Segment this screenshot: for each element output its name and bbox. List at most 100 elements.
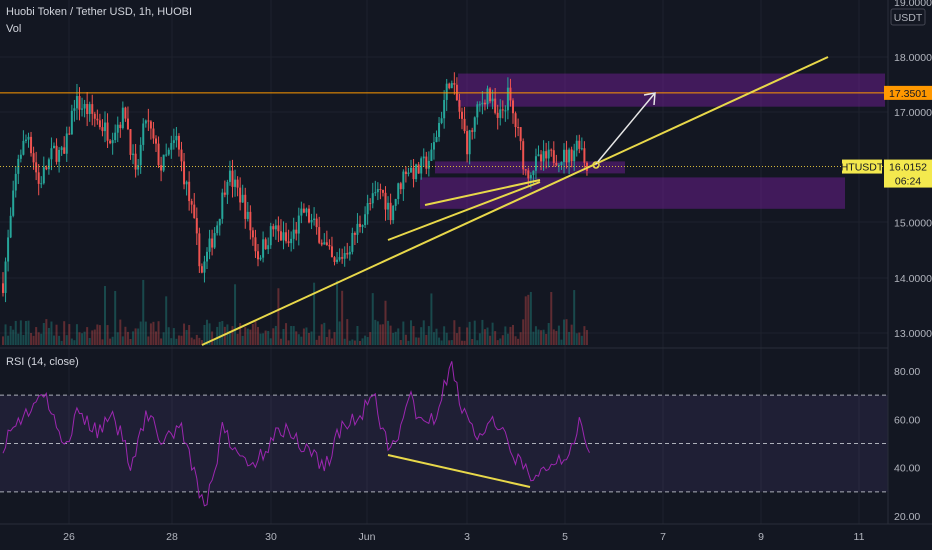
volume-bar xyxy=(137,328,140,345)
candle-body xyxy=(228,170,231,182)
candle-body xyxy=(461,111,463,119)
volume-bar xyxy=(318,335,321,345)
volume-bar xyxy=(481,319,484,345)
candle-body xyxy=(142,123,145,145)
candle-body xyxy=(489,88,492,102)
candle-body xyxy=(259,257,262,260)
candle-body xyxy=(522,141,525,170)
candle-body xyxy=(310,219,313,223)
candle-body xyxy=(468,130,471,155)
candle-body xyxy=(435,136,438,143)
volume-bar xyxy=(519,332,522,345)
candle-body xyxy=(58,149,61,162)
volume-bar xyxy=(274,325,277,345)
candle-body xyxy=(165,154,168,156)
candle-body xyxy=(167,149,170,155)
candle-body xyxy=(404,171,407,175)
volume-bar xyxy=(376,321,379,345)
volume-bar xyxy=(537,329,540,345)
volume-bar xyxy=(228,330,231,345)
candle-body xyxy=(524,169,527,171)
volume-bar xyxy=(466,327,469,345)
price-tick-label: 13.0000 xyxy=(894,328,932,340)
volume-bar xyxy=(308,332,310,345)
candle-body xyxy=(274,225,277,230)
candle-body xyxy=(193,204,196,219)
candles xyxy=(2,72,588,303)
volume-bar xyxy=(241,335,244,345)
candle-body xyxy=(172,140,175,143)
volume-legend[interactable]: Vol xyxy=(6,23,22,35)
volume-bar xyxy=(338,321,341,345)
candle-body xyxy=(366,203,369,215)
volume-bar xyxy=(160,338,163,345)
candle-body xyxy=(512,100,514,114)
candle-body xyxy=(514,113,517,128)
rsi-axis[interactable]: 80.00 60.00 40.00 20.00 xyxy=(894,366,920,523)
price-axis[interactable]: 19.0000 18.0000 17.0000 15.0000 14.0000 13.00… xyxy=(894,0,932,340)
volume-bar xyxy=(267,330,270,345)
volume-bar xyxy=(491,322,494,345)
candle-body xyxy=(494,98,497,113)
volume-bar xyxy=(443,326,446,345)
volume-bar xyxy=(435,328,438,345)
volume-bar xyxy=(246,328,249,345)
volume-bar xyxy=(320,324,323,345)
candle-body xyxy=(185,181,188,185)
candle-body xyxy=(32,153,35,163)
candle-body xyxy=(348,251,351,255)
chart-title[interactable]: Huobi Token / Tether USD, 1h, HUOBI xyxy=(6,6,193,18)
volume-bar xyxy=(501,335,504,345)
volume-bar xyxy=(282,328,285,345)
candle-body xyxy=(78,96,81,110)
candle-body xyxy=(190,201,193,205)
candle-body xyxy=(392,205,395,221)
candle-body xyxy=(216,225,219,234)
volume-bar xyxy=(369,332,372,345)
candle-body xyxy=(300,208,303,216)
projection-arrow xyxy=(595,92,656,165)
volume-bar xyxy=(336,280,339,345)
candle-body xyxy=(19,154,22,159)
volume-bar xyxy=(450,340,453,345)
volume-bar xyxy=(277,288,280,345)
volume-bar xyxy=(216,326,219,345)
candle-body xyxy=(387,202,390,210)
volume-bar xyxy=(397,328,400,345)
volume-bar xyxy=(348,340,351,345)
candle-body xyxy=(157,143,160,166)
volume-bar xyxy=(264,330,267,345)
candle-body xyxy=(478,104,481,106)
volume-bar xyxy=(104,286,106,345)
volume-bar xyxy=(93,329,96,345)
volume-bar xyxy=(415,337,418,345)
candle-body xyxy=(325,242,328,246)
volume-bar xyxy=(257,327,259,345)
candle-body xyxy=(68,133,71,135)
time-axis[interactable]: 26 28 30 Jun 3 5 7 9 11 xyxy=(63,531,864,543)
candle-body xyxy=(486,88,489,105)
volume-bar xyxy=(165,296,168,345)
volume-bar xyxy=(555,330,558,345)
candle-body xyxy=(369,203,372,205)
volume-bar xyxy=(22,334,25,345)
candle-body xyxy=(249,211,252,231)
volume-bar xyxy=(208,323,211,345)
candle-body xyxy=(540,154,543,162)
volume-bar xyxy=(12,329,15,345)
rsi-tick-label: 60.00 xyxy=(894,414,920,426)
volume-bar xyxy=(506,333,509,345)
candle-body xyxy=(200,266,203,273)
volume-bar xyxy=(269,338,272,345)
volume-bar xyxy=(180,335,183,345)
volume-bar xyxy=(542,329,545,345)
candle-body xyxy=(542,151,545,162)
candle-body xyxy=(394,198,397,206)
rsi-legend[interactable]: RSI (14, close) xyxy=(6,356,79,368)
candle-body xyxy=(496,112,499,118)
volume-bar xyxy=(114,290,117,345)
volume-bar xyxy=(374,319,377,345)
candle-body xyxy=(550,149,553,151)
